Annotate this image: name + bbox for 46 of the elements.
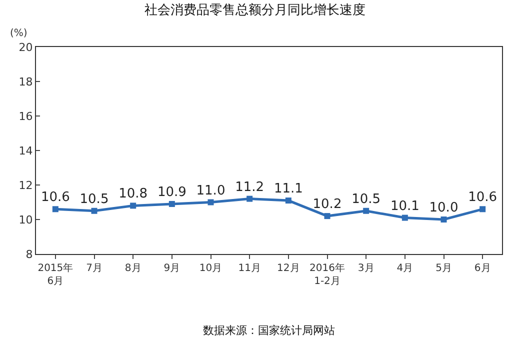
text: 10.9	[157, 184, 186, 200]
text: 10.5	[80, 192, 109, 207]
text: 10.0	[429, 200, 458, 216]
text: 10.1	[390, 198, 420, 214]
x-tick-label: 3月	[358, 263, 374, 274]
x-tick-label: 7月	[86, 263, 102, 274]
point	[52, 206, 58, 212]
text: 11.0	[196, 183, 226, 198]
text: 11.1	[274, 182, 303, 197]
y-tick-label: 10	[18, 213, 33, 226]
y-tick-label: 16	[18, 110, 33, 123]
y-axis-title: (%)	[10, 28, 28, 39]
y-tick-label: 18	[18, 75, 33, 88]
text: 11.2	[235, 180, 264, 195]
y-tick-label: 8	[26, 248, 33, 261]
text: 10.6	[40, 190, 70, 206]
source-note: 数据来源：国家统计局网站	[203, 324, 335, 337]
point	[480, 206, 486, 212]
y-tick-label: 12	[18, 178, 33, 192]
point	[168, 200, 175, 207]
y-tick-label: 20	[18, 40, 33, 54]
text: 10.5	[352, 192, 381, 207]
point	[130, 202, 136, 209]
point	[440, 216, 447, 222]
point	[246, 196, 253, 202]
x-tick-label: 12月	[277, 263, 300, 274]
x-tick-label: 10月	[199, 263, 222, 274]
y-tick-label: 14	[18, 144, 33, 158]
chart-title: 社会消费品零售总额分月同比增长速度	[144, 2, 366, 18]
text: 10.6	[468, 190, 498, 206]
point	[363, 208, 370, 214]
text: 10.8	[118, 186, 148, 202]
point	[285, 198, 292, 204]
point	[324, 213, 330, 220]
x-tick-label: 11月	[238, 263, 261, 274]
x-tick-label: 2015年 6月	[38, 262, 74, 287]
x-tick-label: 2016年 1-2月	[310, 262, 345, 287]
x-tick-label: 9月	[164, 263, 180, 274]
x-tick-label: 5月	[436, 263, 452, 274]
point	[402, 214, 408, 221]
x-tick-label: 8月	[124, 263, 142, 274]
x-tick-label: 6月	[474, 263, 491, 274]
text: 10.2	[312, 197, 342, 212]
point	[208, 199, 214, 206]
point	[91, 208, 98, 214]
x-tick-label: 4月	[396, 263, 414, 274]
